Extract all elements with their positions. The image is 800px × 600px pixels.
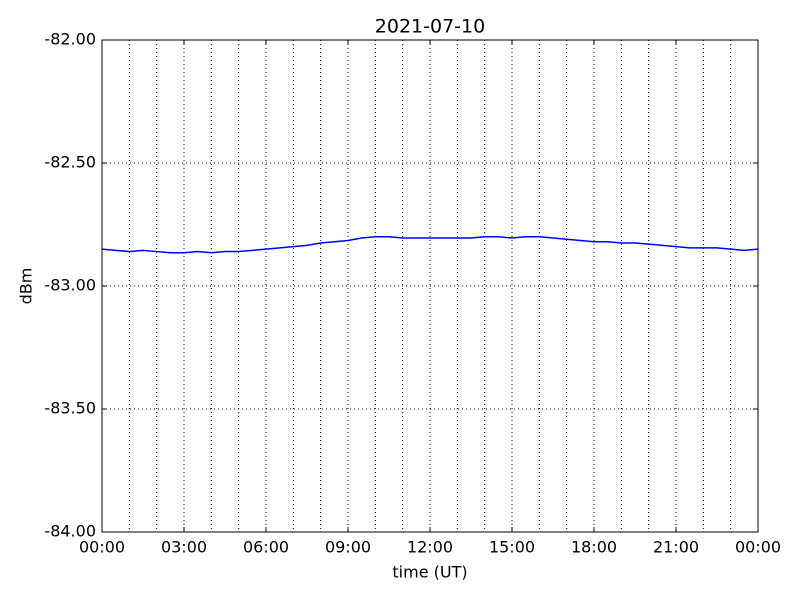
- chart-title: 2021-07-10: [375, 16, 485, 38]
- y-tick-label: -82.00: [44, 30, 96, 49]
- x-tick-label: 00:00: [735, 538, 781, 557]
- x-tick-label: 18:00: [571, 538, 617, 557]
- x-tick-label: 00:00: [79, 538, 125, 557]
- x-tick-label: 06:00: [243, 538, 289, 557]
- x-axis-label: time (UT): [392, 563, 467, 582]
- plot-frame: [101, 39, 759, 533]
- y-tick-label: -82.50: [44, 153, 96, 172]
- x-tick-label: 21:00: [653, 538, 699, 557]
- x-tick-label: 12:00: [407, 538, 453, 557]
- data-line: [101, 236, 759, 254]
- y-tick-label: -83.50: [44, 399, 96, 418]
- x-tick-label: 09:00: [325, 538, 371, 557]
- y-tick-label: -84.00: [44, 522, 96, 541]
- y-axis-label: dBm: [17, 268, 36, 305]
- y-tick-label: -83.00: [44, 276, 96, 295]
- x-tick-label: 15:00: [489, 538, 535, 557]
- x-tick-label: 03:00: [161, 538, 207, 557]
